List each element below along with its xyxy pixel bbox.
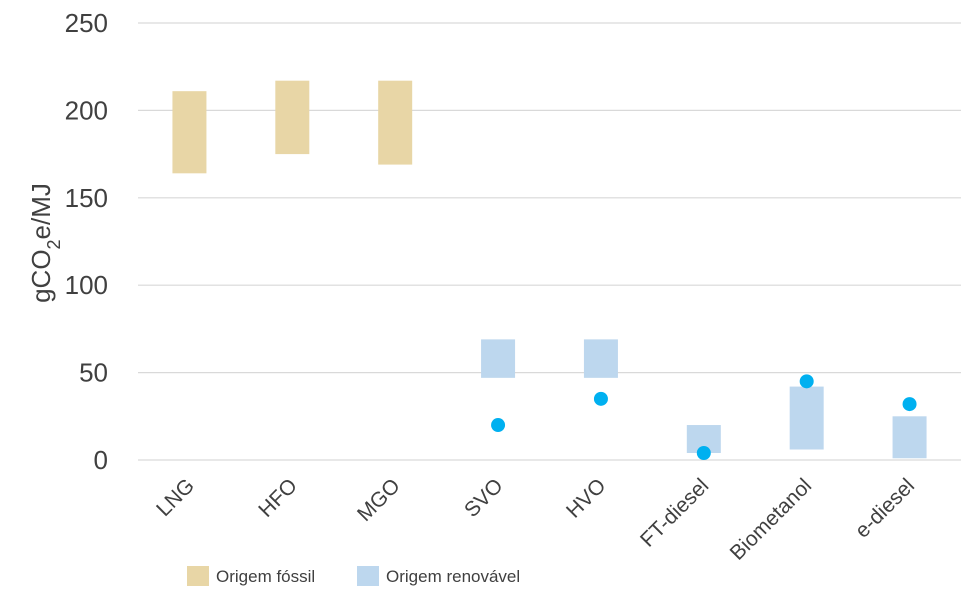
range-bar-hvo <box>583 339 618 378</box>
x-category-label-ft-diesel: FT-diesel <box>636 474 713 551</box>
x-category-label-e-diesel: e-diesel <box>851 474 919 542</box>
data-point-e-diesel <box>902 397 917 412</box>
range-bars <box>172 80 927 459</box>
range-bar-hfo <box>275 80 310 155</box>
x-category-label-biometanol: Biometanol <box>726 474 817 565</box>
range-bar-e-diesel <box>892 416 927 459</box>
y-tick-label-150: 150 <box>65 183 108 213</box>
y-axis-title-part-2: e/MJ <box>26 183 56 239</box>
range-bar-mgo <box>378 80 413 165</box>
x-category-label-lng: LNG <box>152 474 199 521</box>
y-axis-title: gCO2e/MJ <box>26 183 64 303</box>
y-tick-label-100: 100 <box>65 270 108 300</box>
x-category-label-svo: SVO <box>460 474 508 522</box>
y-tick-label-250: 250 <box>65 8 108 38</box>
x-category-label-hfo: HFO <box>254 474 302 522</box>
y-axis-ticks: 0 50 100 150 200 250 <box>65 8 108 475</box>
legend-label-renewable: Origem renovável <box>386 567 520 586</box>
y-axis-title-subscript: 2 <box>44 239 64 249</box>
legend: Origem fóssil Origem renovável <box>187 566 520 586</box>
range-bar-biometanol <box>789 386 824 450</box>
data-point-biometanol <box>799 374 814 389</box>
y-tick-label-200: 200 <box>65 95 108 125</box>
data-points <box>491 374 917 461</box>
range-bar-svo <box>481 339 516 378</box>
x-category-label-mgo: MGO <box>353 474 405 526</box>
range-bar-lng <box>172 91 207 174</box>
gridlines <box>138 22 961 461</box>
y-tick-label-50: 50 <box>79 358 108 388</box>
y-tick-label-0: 0 <box>94 445 108 475</box>
data-point-svo <box>491 418 506 433</box>
data-point-ft-diesel <box>696 446 711 461</box>
x-category-label-hvo: HVO <box>562 474 610 522</box>
data-point-hvo <box>593 391 608 406</box>
legend-swatch-renewable <box>357 566 379 586</box>
legend-label-fossil: Origem fóssil <box>216 567 315 586</box>
x-axis-category-labels: LNG HFO MGO SVO HVO FT-diesel Biometanol e-dies… <box>152 474 919 565</box>
y-axis-title-part-1: gCO <box>26 249 56 302</box>
legend-swatch-fossil <box>187 566 209 586</box>
